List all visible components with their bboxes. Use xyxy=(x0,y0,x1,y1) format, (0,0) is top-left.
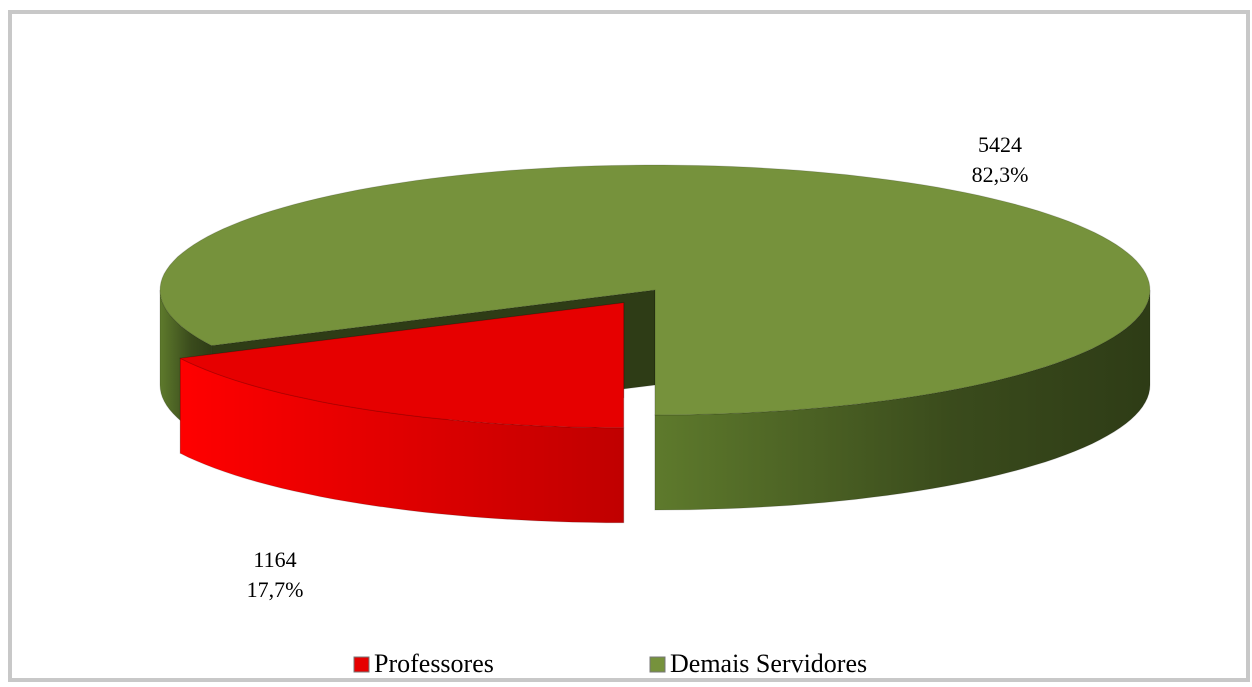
data-label-value: 5424 xyxy=(978,132,1022,157)
slice-top xyxy=(159,164,1151,416)
legend-label: Demais Servidores xyxy=(670,649,867,678)
data-label-value: 1164 xyxy=(253,547,296,572)
legend-swatch xyxy=(353,656,370,673)
slice-top xyxy=(178,302,625,429)
data-label-percent: 82,3% xyxy=(972,162,1029,187)
slice xyxy=(178,302,625,524)
legend-label: Professores xyxy=(374,649,494,678)
chart-frame xyxy=(8,10,1250,682)
legend-swatch xyxy=(649,656,666,673)
data-label-percent: 17,7% xyxy=(247,577,304,602)
